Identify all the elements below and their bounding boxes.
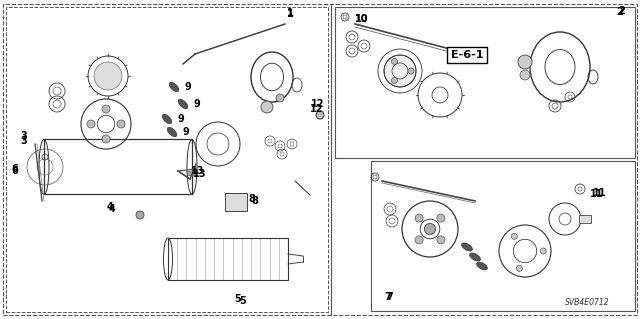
Text: 10: 10 [355, 14, 369, 24]
Circle shape [437, 214, 445, 222]
Text: 10: 10 [355, 14, 369, 24]
Text: E-6-1: E-6-1 [451, 50, 483, 60]
Circle shape [276, 94, 284, 102]
Circle shape [136, 211, 144, 219]
Circle shape [408, 68, 414, 74]
Circle shape [540, 248, 546, 254]
Text: 13: 13 [193, 169, 207, 179]
Ellipse shape [163, 114, 172, 124]
Text: 6: 6 [12, 166, 19, 176]
Text: SVB4E0712: SVB4E0712 [564, 298, 609, 307]
Text: 13: 13 [191, 166, 205, 176]
Text: 11: 11 [593, 188, 607, 198]
Text: 3: 3 [20, 136, 28, 146]
Text: 5: 5 [235, 294, 241, 304]
FancyBboxPatch shape [225, 193, 247, 211]
Circle shape [415, 214, 423, 222]
Text: 8: 8 [248, 194, 255, 204]
Ellipse shape [461, 243, 472, 251]
Text: 2: 2 [616, 7, 623, 17]
Text: 9: 9 [184, 82, 191, 92]
Circle shape [424, 223, 436, 234]
Circle shape [117, 120, 125, 128]
Circle shape [94, 62, 122, 90]
Text: 5: 5 [239, 296, 246, 306]
Circle shape [415, 236, 423, 244]
Circle shape [102, 135, 110, 143]
Circle shape [384, 55, 416, 87]
Circle shape [516, 265, 522, 271]
Text: 9: 9 [178, 114, 184, 124]
Circle shape [392, 58, 397, 64]
Text: 11: 11 [590, 189, 604, 199]
Text: 9: 9 [194, 99, 200, 109]
Text: 9: 9 [182, 127, 189, 137]
Text: 1: 1 [287, 9, 293, 19]
Ellipse shape [167, 127, 177, 137]
FancyBboxPatch shape [187, 171, 195, 175]
Circle shape [511, 233, 517, 239]
Text: 7: 7 [385, 292, 392, 302]
Circle shape [392, 78, 397, 84]
Text: 4: 4 [107, 202, 113, 212]
Ellipse shape [477, 262, 488, 270]
Ellipse shape [169, 82, 179, 92]
Text: 1: 1 [287, 8, 293, 18]
Text: 12: 12 [311, 99, 324, 109]
Circle shape [316, 111, 324, 119]
Text: 6: 6 [12, 164, 19, 174]
Text: 8: 8 [252, 196, 259, 206]
Circle shape [518, 55, 532, 69]
Circle shape [261, 101, 273, 113]
Circle shape [87, 120, 95, 128]
FancyBboxPatch shape [579, 215, 591, 223]
Circle shape [102, 105, 110, 113]
Text: 2: 2 [619, 6, 625, 16]
Text: 12: 12 [310, 104, 324, 114]
Ellipse shape [179, 99, 188, 109]
Circle shape [437, 236, 445, 244]
Text: 7: 7 [387, 292, 394, 302]
Text: 3: 3 [20, 131, 28, 141]
Text: 4: 4 [109, 204, 115, 214]
Ellipse shape [470, 253, 481, 261]
Circle shape [520, 70, 530, 80]
